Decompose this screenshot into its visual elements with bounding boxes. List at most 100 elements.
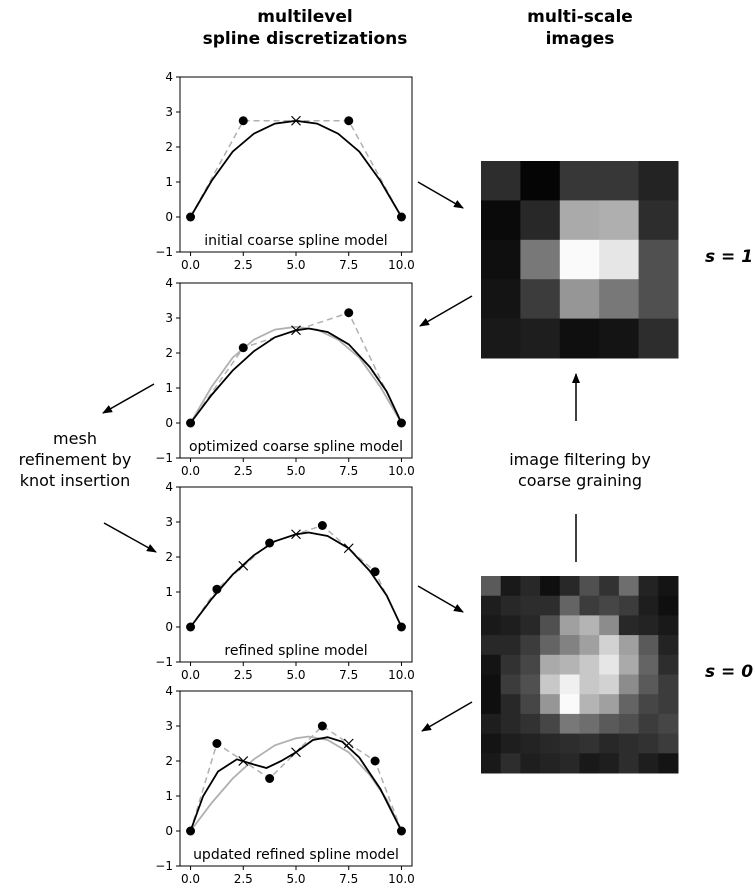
image-pixel	[658, 713, 679, 735]
image-pixel	[618, 576, 640, 597]
x-tick-label: 2.5	[234, 258, 253, 272]
y-tick-label: 3	[165, 719, 173, 733]
knot-stroke	[291, 529, 301, 540]
knot-stroke	[238, 756, 249, 766]
left-header-line2: spline discretizations	[202, 29, 408, 49]
right-header-line2: images	[545, 29, 615, 49]
image-pixel	[638, 239, 679, 280]
image-pixel	[599, 200, 640, 241]
image-pixel	[579, 654, 600, 675]
image-pixel	[658, 654, 679, 675]
image-pixel	[520, 576, 541, 597]
image-pixel	[481, 753, 502, 774]
image-pixel	[618, 733, 640, 754]
image-pixel	[658, 635, 679, 656]
right-column-header: multi-scale images	[490, 6, 670, 50]
image-pixel	[520, 674, 541, 695]
y-tick-label: 3	[165, 105, 173, 119]
image-pixel	[618, 615, 640, 636]
x-tick-label: 10.0	[388, 668, 415, 682]
spline-plot-3: 0.0 2.5 5.0 7.5 10.0 −1 0 1 2 3 4 refined spline mo…	[155, 480, 415, 682]
x-tick-label: 5.0	[286, 464, 305, 478]
image-pixel	[618, 713, 640, 735]
control-point	[238, 343, 248, 353]
y-tick-label: 4	[165, 684, 173, 698]
control-point	[396, 622, 406, 632]
image-pixel	[481, 200, 521, 241]
reference-curve	[189, 325, 403, 424]
arrow-coarse-image-to-optimized	[419, 295, 473, 327]
image-pixel	[579, 694, 600, 715]
control-polygon	[189, 524, 403, 628]
image-pixel	[638, 615, 659, 636]
x-tick-label: 7.5	[339, 872, 358, 885]
image-pixel	[481, 318, 521, 359]
knot-marker	[343, 543, 354, 554]
image-pixel	[638, 753, 659, 774]
image-pixel	[599, 161, 640, 201]
knot-stroke	[343, 543, 354, 554]
image-pixel	[579, 733, 600, 754]
image-pixel	[500, 635, 521, 656]
image-pixel	[599, 239, 640, 280]
image-pixel	[520, 733, 541, 754]
arrow-optimized-to-refinement	[102, 383, 155, 414]
knot-stroke	[291, 115, 301, 126]
image-pixel	[481, 279, 521, 320]
image-pixel	[638, 654, 659, 675]
image-pixel	[618, 753, 640, 774]
image-pixel	[559, 239, 600, 280]
knot-stroke	[291, 747, 301, 758]
y-tick-label: 0	[165, 824, 173, 838]
image-pixel	[540, 576, 561, 597]
image-pixel	[559, 654, 580, 675]
image-pixel	[520, 635, 541, 656]
x-tick-label: 0.0	[181, 668, 200, 682]
x-tick-label: 10.0	[388, 464, 415, 478]
image-pixel	[559, 635, 580, 656]
control-point	[265, 538, 275, 548]
image-pixel	[618, 694, 640, 715]
image-pixel	[540, 654, 561, 675]
image-pixel	[559, 615, 580, 636]
image-pixel	[618, 595, 640, 616]
image-pixel	[618, 654, 640, 675]
x-tick-label: 2.5	[234, 464, 253, 478]
image-pixel	[540, 595, 561, 616]
y-tick-label: 3	[165, 311, 173, 325]
mesh-line2: refinement by	[18, 450, 132, 469]
control-point	[370, 756, 380, 766]
image-pixel	[520, 239, 561, 280]
mesh-line1: mesh	[53, 429, 97, 448]
image-pixel	[559, 318, 600, 359]
image-pixel	[638, 595, 659, 616]
image-pixel	[599, 753, 620, 774]
image-pixel	[579, 635, 600, 656]
x-tick-label: 0.0	[181, 258, 200, 272]
control-point	[186, 212, 196, 222]
x-tick-label: 10.0	[388, 258, 415, 272]
image-pixel	[559, 161, 600, 201]
control-point	[344, 116, 354, 126]
scale-label-fine: s = 0	[705, 662, 754, 682]
y-tick-label: 2	[165, 550, 173, 564]
knot-marker	[238, 756, 249, 766]
image-pixel	[638, 674, 659, 695]
image-pixel	[540, 694, 561, 715]
x-tick-label: 2.5	[234, 872, 253, 885]
control-point	[370, 567, 380, 577]
image-pixel	[599, 576, 620, 597]
control-point	[212, 739, 222, 748]
image-pixel	[481, 161, 521, 201]
y-tick-label: 0	[165, 620, 173, 634]
control-polygon	[189, 120, 403, 218]
image-pixel	[500, 733, 521, 754]
fine-image	[481, 576, 679, 774]
y-tick-label: 1	[165, 585, 173, 599]
image-pixel	[599, 654, 620, 675]
knot-stroke	[238, 560, 249, 571]
control-point	[238, 116, 248, 126]
image-pixel	[599, 635, 620, 656]
y-tick-label: 4	[165, 276, 173, 290]
image-pixel	[559, 279, 600, 320]
